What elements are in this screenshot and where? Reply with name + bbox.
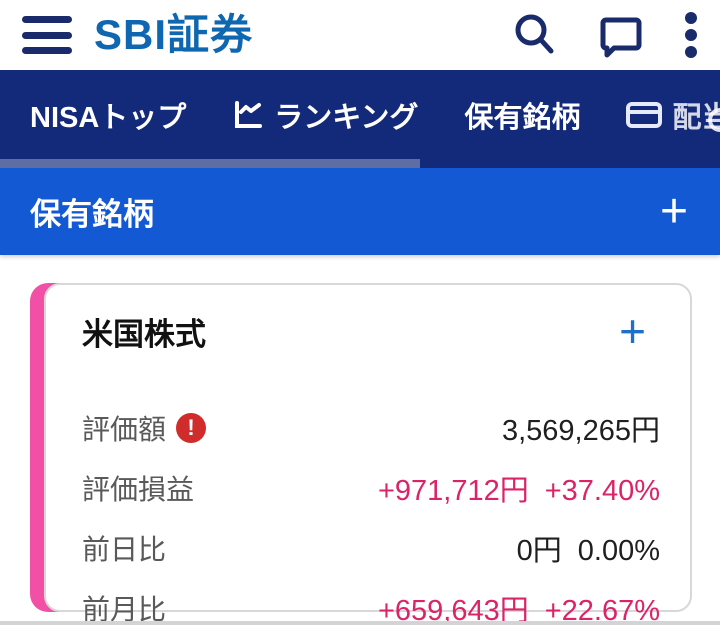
subheader-title: 保有銘柄 bbox=[30, 197, 154, 232]
app-header: SBI証券 bbox=[0, 0, 720, 70]
row-profit-loss-label-group: 評価損益 bbox=[82, 468, 194, 508]
row-day-change-label-group: 前日比 bbox=[82, 528, 166, 568]
ranking-chart-icon bbox=[232, 99, 264, 131]
row-day-change: 前日比 0円 0.00% bbox=[82, 532, 660, 567]
row-month-change-values: +659,643円 +22.67% bbox=[378, 587, 660, 625]
row-profit-loss: 評価損益 +971,712円 +37.40% bbox=[82, 472, 660, 507]
profit-loss-percent: +37.40% bbox=[544, 475, 660, 507]
tab-dividends[interactable]: 配当金 bbox=[626, 94, 720, 136]
month-change-amount: +659,643円 bbox=[377, 595, 529, 625]
valuation-amount: 3,569,265円 bbox=[501, 415, 660, 447]
tab-holdings-label: 保有銘柄 bbox=[464, 101, 581, 134]
tab-ranking-label: ランキング bbox=[274, 101, 419, 134]
tab-nisa-top[interactable]: NISAトップ bbox=[30, 94, 186, 136]
nav-tab-list: NISAトップ ランキング 保有銘柄 配当金 bbox=[30, 94, 720, 136]
dividend-card-icon bbox=[626, 101, 663, 129]
day-change-percent: 0.00% bbox=[577, 535, 660, 567]
row-day-change-label: 前日比 bbox=[82, 534, 167, 565]
row-day-change-values: 0円 0.00% bbox=[517, 527, 660, 569]
row-valuation: 評価額 ! 3,569,265円 bbox=[82, 412, 660, 447]
next-tab-icon-fragment bbox=[708, 108, 720, 132]
month-change-percent: +22.67% bbox=[544, 595, 660, 625]
chat-icon[interactable] bbox=[598, 12, 644, 58]
alert-icon[interactable]: ! bbox=[176, 413, 207, 443]
row-month-change: 前月比 +659,643円 +22.67% bbox=[82, 592, 660, 625]
card-title-row: 米国株式 + bbox=[82, 305, 660, 358]
nav-scroll-indicator[interactable] bbox=[0, 159, 420, 168]
next-section-divider bbox=[0, 621, 720, 625]
search-icon[interactable] bbox=[512, 12, 558, 58]
tab-nisa-top-label: NISAトップ bbox=[30, 101, 187, 134]
holdings-subheader: 保有銘柄 + bbox=[0, 168, 720, 255]
tab-holdings[interactable]: 保有銘柄 bbox=[464, 94, 580, 136]
row-profit-loss-label: 評価損益 bbox=[82, 474, 195, 505]
sbi-logo: SBI証券 bbox=[94, 11, 254, 58]
row-valuation-label: 評価額 bbox=[82, 414, 167, 445]
row-valuation-values: 3,569,265円 bbox=[502, 407, 660, 449]
tab-ranking[interactable]: ランキング bbox=[232, 94, 418, 136]
card-title: 米国株式 bbox=[82, 317, 206, 352]
profit-loss-amount: +971,712円 bbox=[377, 475, 529, 507]
kebab-menu-icon[interactable] bbox=[684, 11, 698, 59]
expand-card-icon[interactable]: + bbox=[619, 305, 646, 358]
row-month-change-label-group: 前月比 bbox=[82, 588, 166, 625]
primary-nav: NISAトップ ランキング 保有銘柄 配当金 bbox=[0, 70, 720, 168]
hamburger-menu-icon[interactable] bbox=[18, 13, 76, 57]
holdings-card-accent: 米国株式 + 評価額 ! 3,569,265円 評価損益 +971,712円 +… bbox=[30, 283, 692, 625]
row-month-change-label: 前月比 bbox=[82, 594, 167, 625]
holdings-card: 米国株式 + 評価額 ! 3,569,265円 評価損益 +971,712円 +… bbox=[44, 283, 692, 625]
add-holding-icon[interactable]: + bbox=[659, 184, 688, 238]
row-valuation-label-group: 評価額 ! bbox=[82, 408, 207, 448]
day-change-amount: 0円 bbox=[516, 535, 562, 567]
row-profit-loss-values: +971,712円 +37.40% bbox=[378, 467, 660, 509]
